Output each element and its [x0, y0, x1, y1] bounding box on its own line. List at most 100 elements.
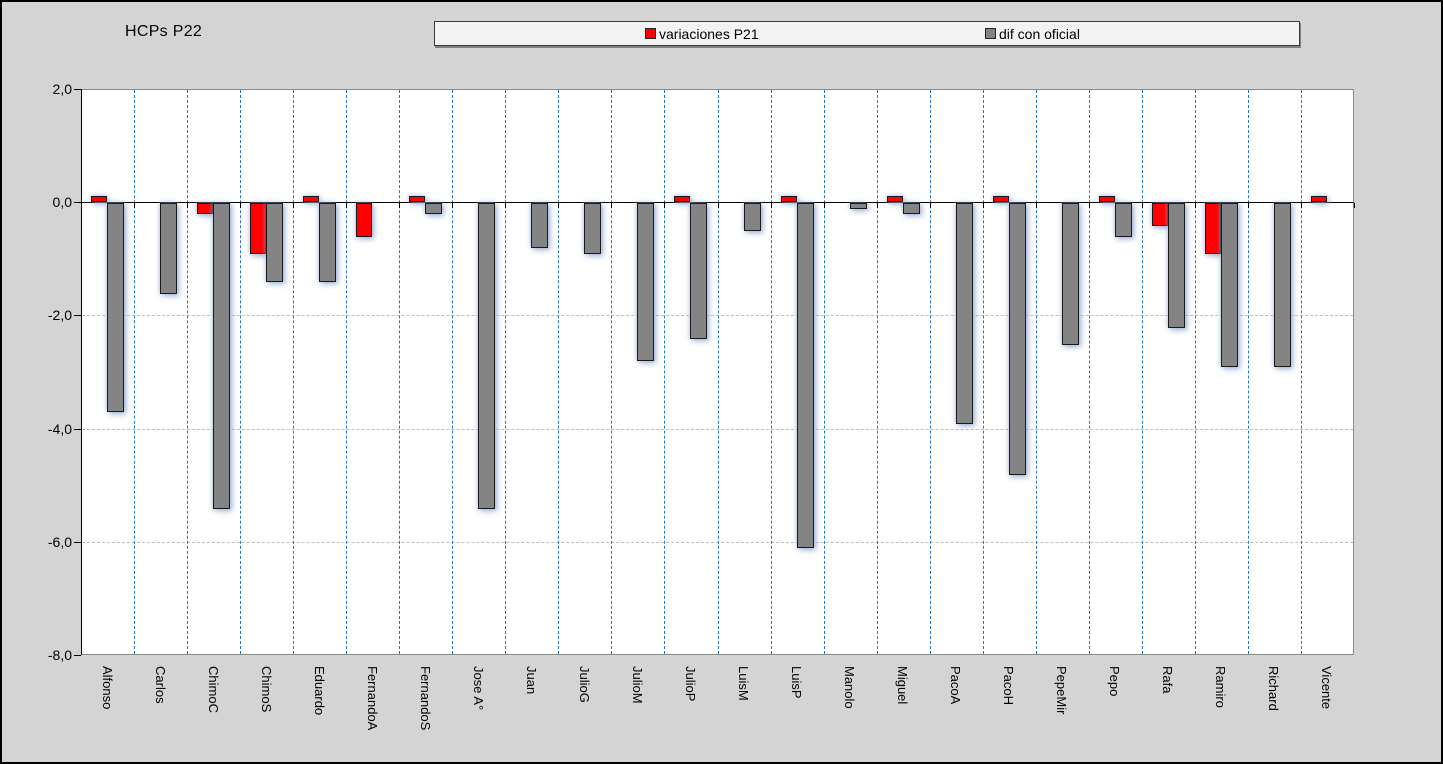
x-axis-label-anchor: JulioP: [683, 664, 732, 701]
y-axis-tick: [74, 89, 81, 90]
category-tick: [1301, 203, 1302, 208]
x-axis-label: Miguel: [895, 666, 910, 705]
zero-line: [81, 202, 1354, 203]
bar-variaciones: [887, 196, 903, 202]
category-tick: [1195, 203, 1196, 208]
x-axis-label: Juan: [524, 666, 539, 695]
bar-variaciones: [250, 203, 266, 254]
bar-variaciones: [781, 196, 797, 202]
bar-variaciones: [674, 196, 690, 202]
legend-entry-variaciones: variaciones P21: [645, 22, 759, 45]
v-gridline: [240, 90, 241, 654]
x-axis-label-anchor: Manolo: [842, 664, 899, 709]
x-axis-label-anchor: LuisM: [736, 664, 785, 701]
bar-dif-oficial: [1168, 203, 1185, 328]
x-axis-label: Pepo: [1107, 666, 1122, 697]
bar-dif-oficial: [425, 203, 442, 214]
bar-variaciones: [1099, 196, 1115, 202]
category-tick: [346, 203, 347, 208]
y-axis-label: -4,0: [47, 421, 72, 437]
bar-variaciones: [409, 196, 425, 202]
x-axis-label: FernandoA: [365, 666, 380, 731]
category-tick: [558, 203, 559, 208]
category-tick: [1036, 203, 1037, 208]
bar-variaciones: [91, 196, 107, 202]
bar-dif-oficial: [850, 203, 867, 209]
bar-variaciones: [197, 203, 213, 214]
bar-dif-oficial: [903, 203, 920, 214]
category-tick: [399, 203, 400, 208]
x-axis-label: Eduardo: [312, 666, 327, 716]
x-axis-label-anchor: Carlos: [153, 664, 205, 704]
category-tick: [293, 203, 294, 208]
x-axis-label-anchor: PacoH: [1001, 664, 1054, 705]
x-axis-label: Manolo: [842, 666, 857, 709]
x-axis-label-anchor: Miguel: [895, 664, 947, 704]
legend: variaciones P21 dif con oficial: [434, 21, 1300, 46]
bar-dif-oficial: [956, 203, 973, 424]
x-axis-label: JulioP: [683, 666, 698, 702]
bar-dif-oficial: [1221, 203, 1238, 367]
x-axis-label: Rafa: [1160, 666, 1175, 694]
x-axis-label-anchor: Ramiro: [1213, 664, 1269, 708]
category-tick: [81, 203, 82, 208]
bar-variaciones: [993, 196, 1009, 202]
x-axis-label: Vicente: [1319, 666, 1334, 710]
v-gridline: [771, 90, 772, 654]
x-axis-label-anchor: Jose A°: [471, 664, 529, 710]
category-tick: [187, 203, 188, 208]
bar-dif-oficial: [797, 203, 814, 548]
bar-dif-oficial: [213, 203, 230, 509]
legend-label: variaciones P21: [659, 25, 759, 42]
v-gridline: [824, 90, 825, 654]
bar-dif-oficial: [107, 203, 124, 412]
category-tick: [1089, 203, 1090, 208]
category-tick: [664, 203, 665, 208]
y-axis-tick: [74, 542, 81, 543]
v-gridline: [1301, 90, 1302, 654]
category-tick: [1248, 203, 1249, 208]
x-axis-label: Richard: [1266, 666, 1281, 711]
x-axis-label: Alfonso: [100, 666, 115, 710]
x-axis-label: PacoA: [948, 666, 963, 705]
x-axis-label: FernandoS: [418, 666, 433, 731]
v-gridline: [664, 90, 665, 654]
bar-variaciones: [356, 203, 372, 237]
y-axis-label: 2,0: [52, 81, 72, 97]
bar-dif-oficial: [1062, 203, 1079, 345]
bar-dif-oficial: [266, 203, 283, 282]
x-axis-label: LuisP: [789, 666, 804, 699]
legend-entry-dif: dif con oficial: [985, 22, 1080, 45]
category-tick: [134, 203, 135, 208]
x-axis-label: PepeMir: [1054, 666, 1069, 715]
h-gridline: [82, 429, 1353, 430]
x-axis-label-anchor: Alfonso: [100, 664, 157, 709]
bar-dif-oficial: [531, 203, 548, 248]
category-tick: [505, 203, 506, 208]
v-gridline: [930, 90, 931, 654]
x-axis-label-anchor: PacoA: [948, 664, 1000, 704]
y-axis-tick: [74, 429, 81, 430]
legend-swatch-red-icon: [645, 28, 656, 39]
y-axis-label: -2,0: [47, 307, 72, 323]
v-gridline: [187, 90, 188, 654]
y-axis-tick: [74, 655, 81, 656]
x-axis-label: PacoH: [1001, 666, 1016, 706]
bar-variaciones: [1311, 196, 1327, 202]
v-gridline: [346, 90, 347, 654]
x-axis-label: Jose A°: [471, 666, 486, 711]
x-axis-label-anchor: JulioG: [577, 664, 628, 703]
h-gridline: [82, 542, 1353, 543]
v-gridline: [1089, 90, 1090, 654]
x-axis-label-anchor: Vicente: [1319, 664, 1376, 709]
category-tick: [930, 203, 931, 208]
v-gridline: [877, 90, 878, 654]
x-axis-label: Ramiro: [1213, 666, 1228, 708]
h-gridline: [82, 315, 1353, 316]
y-axis-line: [81, 89, 82, 655]
y-axis-label: -8,0: [47, 647, 72, 663]
category-tick: [877, 203, 878, 208]
v-gridline: [718, 90, 719, 654]
v-gridline: [611, 90, 612, 654]
bar-dif-oficial: [478, 203, 495, 509]
